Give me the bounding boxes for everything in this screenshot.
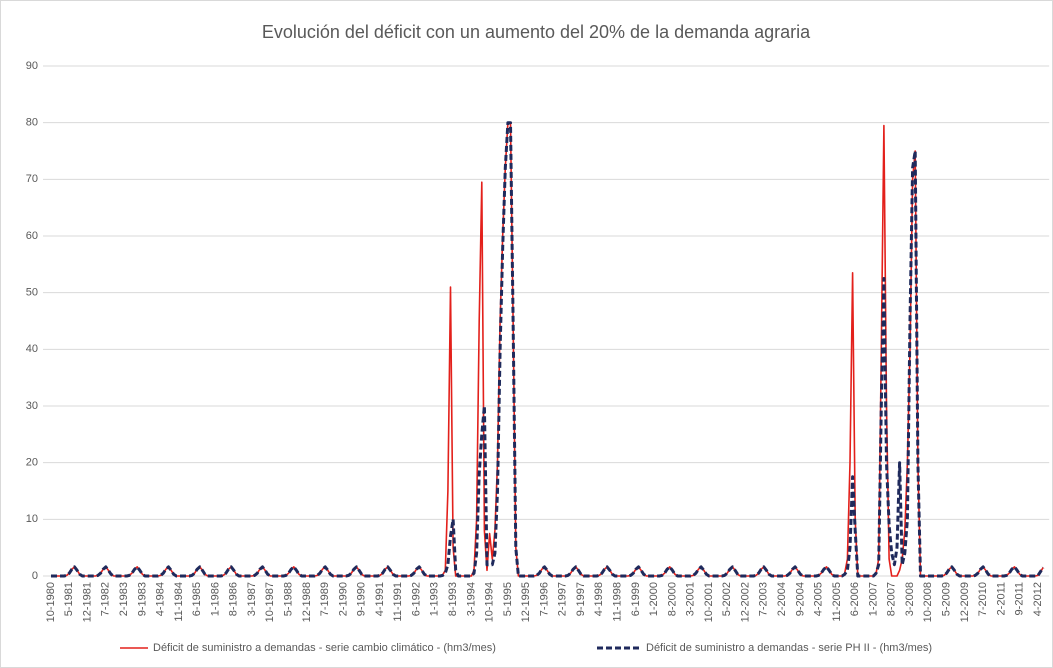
x-tick-label: 1-2007: [867, 582, 879, 616]
x-tick-label: 9-1997: [575, 582, 587, 616]
x-tick-label: 6-2006: [849, 582, 861, 616]
x-tick-label: 4-1991: [374, 582, 386, 616]
x-tick-label: 3-2008: [904, 582, 916, 616]
x-tick-label: 10-1980: [45, 582, 57, 622]
y-tick-label: 70: [26, 173, 38, 185]
x-tick-label: 4-1998: [593, 582, 605, 616]
x-tick-label: 9-2004: [794, 582, 806, 616]
series-line: [51, 121, 1045, 578]
x-tick-label: 1-1993: [429, 582, 441, 616]
x-tick-label: 3-1987: [246, 582, 258, 616]
y-tick-label: 40: [26, 343, 38, 355]
x-tick-label: 8-1986: [228, 582, 240, 616]
x-tick-label: 5-1995: [502, 582, 514, 616]
y-tick-label: 50: [26, 287, 38, 299]
x-tick-label: 2-2004: [776, 582, 788, 616]
x-tick-label: 1-1986: [209, 582, 221, 616]
x-tick-label: 1-2000: [648, 582, 660, 616]
x-tick-label: 3-2001: [685, 582, 697, 616]
x-tick-label: 9-1983: [136, 582, 148, 616]
x-tick-label: 12-1988: [301, 582, 313, 622]
x-tick-label: 5-1988: [283, 582, 295, 616]
x-tick-label: 5-2009: [940, 582, 952, 616]
x-tick-label: 3-1994: [465, 582, 477, 616]
x-tick-label: 10-2008: [922, 582, 934, 622]
x-tick-label: 4-2012: [1032, 582, 1044, 616]
x-tick-label: 12-2002: [739, 582, 751, 622]
x-tick-label: 5-2002: [721, 582, 733, 616]
legend-label: Déficit de suministro a demandas - serie…: [153, 642, 496, 654]
legend-label: Déficit de suministro a demandas - serie…: [646, 642, 932, 654]
x-tick-label: 4-2005: [813, 582, 825, 616]
y-tick-label: 90: [26, 60, 38, 72]
x-tick-label: 8-2000: [666, 582, 678, 616]
x-tick-label: 12-1981: [81, 582, 93, 622]
y-tick-label: 60: [26, 230, 38, 242]
x-tick-label: 11-1991: [392, 582, 404, 622]
x-tick-label: 2-1997: [557, 582, 569, 616]
x-tick-label: 8-2007: [886, 582, 898, 616]
y-tick-label: 30: [26, 400, 38, 412]
x-tick-label: 7-1989: [319, 582, 331, 616]
x-tick-label: 7-2010: [977, 582, 989, 616]
x-tick-label: 9-2011: [1014, 582, 1026, 615]
x-tick-label: 12-2009: [959, 582, 971, 622]
x-tick-label: 2-2011: [995, 582, 1007, 615]
x-tick-label: 10-1987: [264, 582, 276, 622]
x-tick-label: 11-2005: [831, 582, 843, 622]
x-tick-label: 6-1985: [191, 582, 203, 616]
x-tick-label: 6-1992: [410, 582, 422, 616]
x-tick-label: 8-1993: [447, 582, 459, 616]
x-tick-label: 9-1990: [356, 582, 368, 616]
x-tick-label: 4-1984: [155, 582, 167, 616]
x-tick-label: 5-1981: [63, 582, 75, 616]
chart-title: Evolución del déficit con un aumento del…: [262, 22, 811, 42]
x-tick-label: 10-1994: [484, 582, 496, 622]
x-tick-label: 11-1998: [611, 582, 623, 622]
y-tick-label: 10: [26, 513, 38, 525]
x-tick-label: 6-1999: [630, 582, 642, 616]
x-tick-label: 7-1982: [100, 582, 112, 616]
y-tick-label: 0: [32, 570, 38, 582]
x-tick-label: 7-1996: [538, 582, 550, 616]
x-tick-label: 11-1984: [173, 582, 185, 622]
y-tick-label: 20: [26, 457, 38, 469]
x-tick-label: 10-2001: [703, 582, 715, 622]
x-tick-label: 2-1983: [118, 582, 130, 616]
x-tick-label: 7-2003: [758, 582, 770, 616]
y-tick-label: 80: [26, 117, 38, 129]
x-tick-label: 2-1990: [337, 582, 349, 616]
x-tick-label: 12-1995: [520, 582, 532, 622]
